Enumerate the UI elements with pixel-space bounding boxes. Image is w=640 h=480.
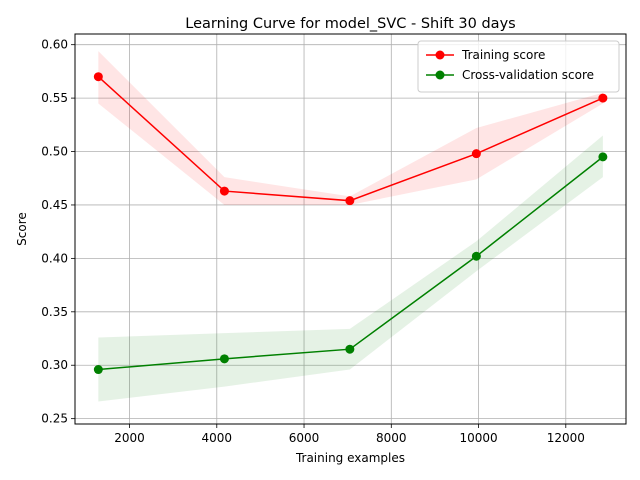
- series-0-point: [219, 186, 229, 196]
- y-tick-label: 0.35: [41, 305, 68, 319]
- legend-box: [417, 40, 620, 93]
- legend: Training score Cross-validation score: [417, 40, 620, 93]
- series-0-point: [93, 72, 103, 82]
- y-tick-label: 0.50: [41, 145, 68, 159]
- legend-label-1: Cross-validation score: [462, 68, 594, 82]
- legend-label-0: Training score: [461, 48, 545, 62]
- y-tick-label: 0.60: [41, 38, 68, 52]
- x-tick-label: 2000: [114, 431, 145, 445]
- x-tick-label: 6000: [289, 431, 320, 445]
- series-1-std-band: [98, 135, 603, 402]
- series-1-point: [598, 152, 608, 162]
- x-axis-label: Training examples: [295, 451, 405, 465]
- y-tick-label: 0.40: [41, 251, 68, 265]
- legend-marker-0: [435, 50, 445, 60]
- series-1-point: [93, 365, 103, 375]
- series-0-point: [345, 196, 355, 206]
- series-0-point: [598, 93, 608, 103]
- y-tick-label: 0.45: [41, 198, 68, 212]
- series-1-point: [471, 251, 481, 261]
- series-0-point: [471, 149, 481, 159]
- y-tick-label: 0.25: [41, 412, 68, 426]
- chart-title: Learning Curve for model_SVC - Shift 30 …: [185, 16, 515, 32]
- x-tick-label: 12000: [547, 431, 585, 445]
- series-lines: [93, 72, 608, 375]
- legend-marker-1: [435, 70, 445, 80]
- series-1-point: [345, 344, 355, 354]
- y-tick-label: 0.55: [41, 91, 68, 105]
- ticks: 2000 4000 6000 8000 10000 12000 0.25 0.30 0.35 0.…: [41, 38, 585, 445]
- series-0-std-band: [98, 51, 603, 205]
- series-1-point: [219, 354, 229, 364]
- x-tick-label: 4000: [202, 431, 233, 445]
- y-tick-label: 0.30: [41, 358, 68, 372]
- x-tick-label: 8000: [376, 431, 407, 445]
- x-tick-label: 10000: [459, 431, 497, 445]
- axes-frame: [74, 33, 627, 425]
- std-bands: [98, 51, 603, 402]
- y-axis-label: Score: [15, 212, 29, 246]
